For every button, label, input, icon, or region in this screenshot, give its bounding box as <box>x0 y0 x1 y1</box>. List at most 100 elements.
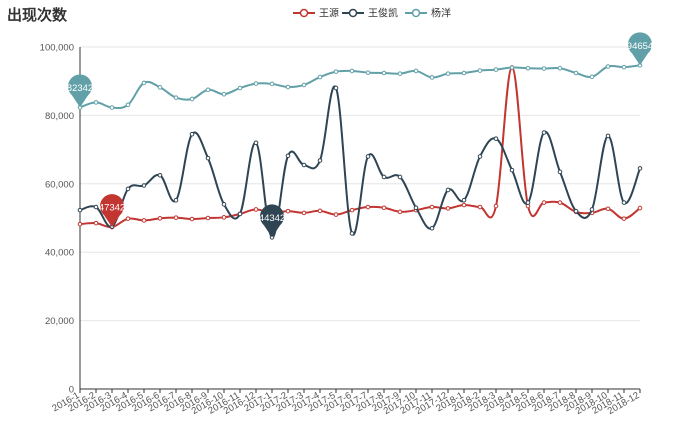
data-point[interactable] <box>237 85 243 91</box>
data-point[interactable] <box>333 212 339 217</box>
data-point[interactable] <box>621 216 627 221</box>
data-point[interactable] <box>573 208 579 214</box>
data-point[interactable] <box>381 174 387 180</box>
data-point[interactable] <box>125 216 131 221</box>
data-point[interactable] <box>141 80 147 86</box>
data-point[interactable] <box>461 202 467 208</box>
data-point[interactable] <box>189 216 195 222</box>
data-point[interactable] <box>605 64 611 69</box>
data-point[interactable] <box>557 200 563 205</box>
data-point[interactable] <box>285 208 291 214</box>
data-point[interactable] <box>573 70 579 76</box>
data-point[interactable] <box>221 91 227 97</box>
data-point[interactable] <box>317 158 323 163</box>
data-point[interactable] <box>477 154 483 159</box>
data-point[interactable] <box>349 207 355 213</box>
data-point[interactable] <box>205 155 211 161</box>
data-point[interactable] <box>429 225 435 231</box>
data-point[interactable] <box>205 215 211 221</box>
data-point[interactable] <box>557 65 563 71</box>
data-point[interactable] <box>445 71 451 76</box>
data-point[interactable] <box>77 221 83 227</box>
data-point[interactable] <box>157 216 163 221</box>
data-point[interactable] <box>333 85 339 91</box>
data-point[interactable] <box>541 200 547 205</box>
data-point[interactable] <box>397 209 403 215</box>
data-point[interactable] <box>493 136 499 141</box>
data-point[interactable] <box>509 65 515 70</box>
data-point[interactable] <box>525 65 531 71</box>
data-point[interactable] <box>301 210 307 216</box>
data-point[interactable] <box>413 68 419 74</box>
data-point[interactable] <box>141 183 147 188</box>
data-point[interactable] <box>445 206 451 211</box>
data-point[interactable] <box>173 197 179 203</box>
data-point[interactable] <box>349 68 355 74</box>
data-point[interactable] <box>381 70 387 76</box>
data-point[interactable] <box>461 70 467 76</box>
data-point[interactable] <box>365 154 371 159</box>
data-point[interactable] <box>253 140 259 146</box>
data-point[interactable] <box>477 68 483 73</box>
data-point[interactable] <box>493 203 499 209</box>
data-point[interactable] <box>93 220 99 226</box>
max-min-pin[interactable]: 44342 <box>259 204 285 238</box>
data-point[interactable] <box>461 197 467 203</box>
data-point[interactable] <box>429 204 435 210</box>
data-point[interactable] <box>557 169 563 175</box>
data-point[interactable] <box>285 84 291 90</box>
data-point[interactable] <box>269 81 275 87</box>
data-point[interactable] <box>429 75 435 80</box>
data-point[interactable] <box>605 206 611 212</box>
data-point[interactable] <box>589 207 595 212</box>
data-point[interactable] <box>109 105 115 110</box>
data-point[interactable] <box>93 204 99 210</box>
data-point[interactable] <box>605 133 611 139</box>
data-point[interactable] <box>637 166 643 171</box>
data-point[interactable] <box>381 205 387 211</box>
data-point[interactable] <box>93 100 99 105</box>
data-point[interactable] <box>205 87 211 93</box>
data-point[interactable] <box>237 211 243 217</box>
legend[interactable]: 王源 王俊凯 杨洋 <box>293 7 451 20</box>
data-point[interactable] <box>509 167 515 173</box>
data-point[interactable] <box>157 172 163 178</box>
data-point[interactable] <box>477 204 483 210</box>
data-point[interactable] <box>253 81 259 86</box>
data-point[interactable] <box>301 162 307 168</box>
data-point[interactable] <box>173 215 179 220</box>
data-point[interactable] <box>301 82 307 88</box>
data-point[interactable] <box>397 71 403 76</box>
legend-item-1[interactable]: 王源 <box>293 7 339 20</box>
max-min-pin[interactable]: 47342 <box>99 194 125 228</box>
max-min-pin[interactable]: 82342 <box>67 74 93 108</box>
data-point[interactable] <box>365 204 371 210</box>
data-point[interactable] <box>621 64 627 70</box>
data-point[interactable] <box>621 200 627 205</box>
data-point[interactable] <box>253 207 259 212</box>
data-point[interactable] <box>525 200 531 205</box>
data-point[interactable] <box>397 174 403 180</box>
legend-item-2[interactable]: 王俊凯 <box>342 7 398 20</box>
data-point[interactable] <box>221 202 227 207</box>
data-point[interactable] <box>413 205 419 211</box>
data-point[interactable] <box>189 96 195 102</box>
data-point[interactable] <box>365 70 371 75</box>
data-point[interactable] <box>349 231 355 236</box>
data-point[interactable] <box>493 67 499 72</box>
data-point[interactable] <box>589 74 595 80</box>
data-point[interactable] <box>77 207 83 213</box>
data-point[interactable] <box>157 85 163 90</box>
data-point[interactable] <box>541 130 547 135</box>
data-point[interactable] <box>541 66 547 71</box>
data-point[interactable] <box>317 74 323 80</box>
max-min-pin[interactable]: 94654 <box>627 32 653 66</box>
legend-item-3[interactable]: 杨洋 <box>405 7 451 20</box>
data-point[interactable] <box>317 208 323 214</box>
data-point[interactable] <box>285 153 291 159</box>
data-point[interactable] <box>333 69 339 74</box>
data-point[interactable] <box>637 205 643 211</box>
data-point[interactable] <box>173 95 179 100</box>
data-point[interactable] <box>125 186 131 192</box>
data-point[interactable] <box>125 102 131 108</box>
